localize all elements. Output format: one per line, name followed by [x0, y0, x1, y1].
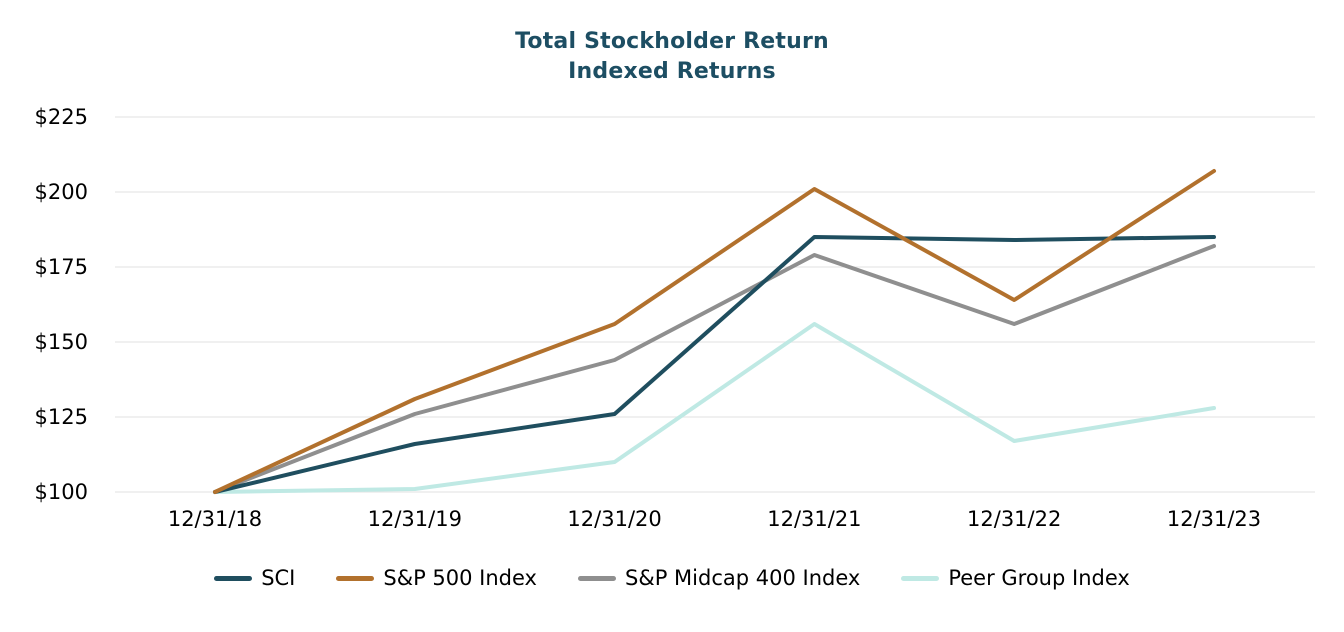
legend: SCI S&P 500 Index S&P Midcap 400 Index Peer…	[0, 566, 1344, 590]
x-tick-label: 12/31/21	[767, 507, 862, 531]
x-tick-label: 12/31/22	[967, 507, 1062, 531]
chart-title-line1: Total Stockholder Return	[515, 29, 829, 54]
legend-item-sci: SCI	[214, 566, 295, 590]
y-tick-label: $100	[34, 480, 88, 504]
x-tick-label: 12/31/23	[1166, 507, 1262, 531]
y-tick-label: $125	[34, 405, 88, 429]
x-tick-label: 12/31/19	[367, 507, 462, 531]
series-line-sci	[213, 235, 1216, 494]
chart-title-line2: Indexed Returns	[568, 59, 776, 84]
y-tick-label: $225	[34, 105, 88, 129]
legend-label: SCI	[261, 566, 296, 590]
legend-swatch-icon	[214, 575, 253, 581]
legend-item-s-p-500-index: S&P 500 Index	[336, 566, 537, 590]
chart-title: Total Stockholder Return Indexed Returns	[0, 27, 1344, 87]
series-line-peer-group-index	[213, 322, 1216, 494]
legend-swatch-icon	[336, 575, 375, 581]
legend-item-peer-group-index: Peer Group Index	[901, 566, 1130, 590]
legend-label: S&P Midcap 400 Index	[625, 566, 861, 590]
y-tick-label: $200	[34, 180, 88, 204]
legend-swatch-icon	[901, 575, 940, 581]
legend-item-s-p-midcap-400-index: S&P Midcap 400 Index	[578, 566, 860, 590]
legend-label: S&P 500 Index	[383, 566, 537, 590]
x-tick-label: 12/31/20	[567, 507, 662, 531]
y-tick-label: $175	[34, 255, 88, 279]
legend-label: Peer Group Index	[948, 566, 1130, 590]
series-line-s-p-midcap-400-index	[213, 244, 1216, 494]
x-tick-label: 12/31/18	[167, 507, 263, 531]
series-line-s-p-500-index	[213, 169, 1216, 494]
y-tick-label: $150	[34, 330, 88, 354]
legend-swatch-icon	[578, 575, 616, 581]
